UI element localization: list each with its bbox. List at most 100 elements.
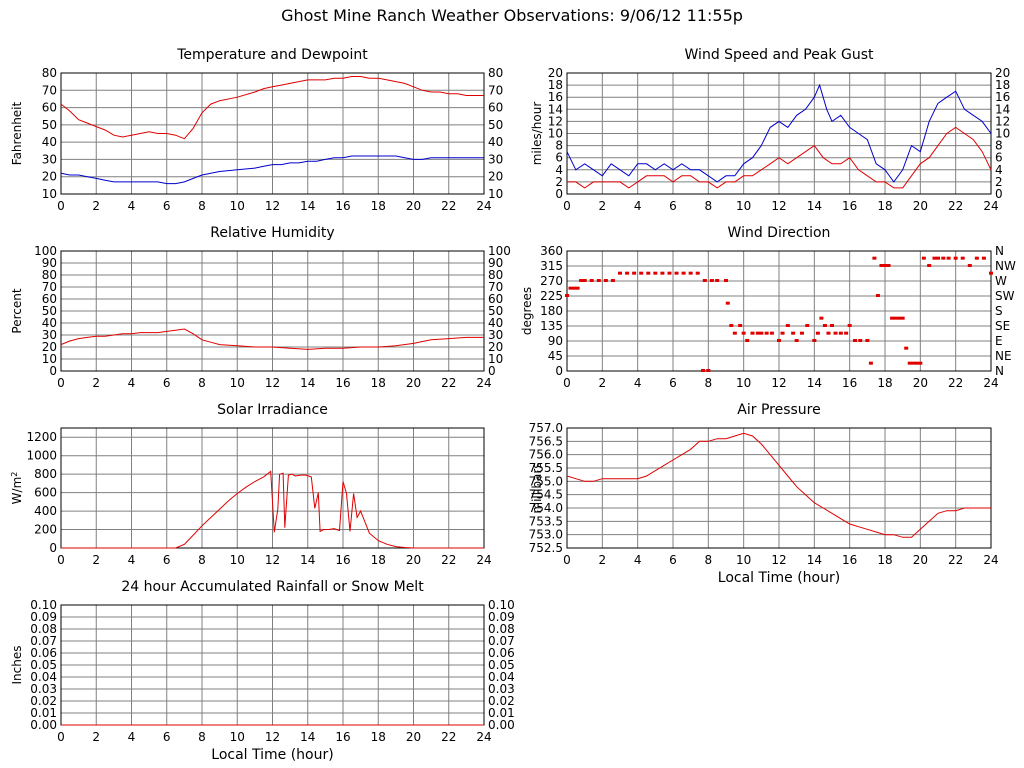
y-tick-label-right: 18 (995, 78, 1010, 92)
y-tick-label-right: SW (995, 289, 1015, 303)
direction-point (927, 264, 932, 267)
y-tick-label: 754.0 (529, 501, 563, 515)
direction-point (759, 331, 764, 335)
y-tick-label-right: 0.01 (488, 706, 515, 720)
y-tick-label-right: 50 (488, 118, 503, 132)
series-line-red (567, 126, 992, 189)
direction-point (812, 339, 817, 342)
y-tick-label: 10 (42, 187, 57, 201)
y-tick-label-right: 80 (488, 268, 503, 282)
x-tick-label: 2 (92, 376, 100, 390)
x-tick-label: 8 (198, 730, 206, 744)
x-tick-label: 8 (198, 199, 206, 213)
y-tick-label-right: 40 (488, 316, 503, 330)
series-line-blue (60, 155, 484, 185)
y-axis-label: Inches (10, 646, 24, 685)
direction-point (732, 331, 737, 335)
x-tick-label: 12 (771, 376, 786, 390)
x-tick-label: 22 (441, 553, 456, 567)
direction-point (674, 271, 679, 275)
y-tick-label: 225 (540, 289, 563, 303)
y-tick-label: 0.01 (30, 706, 57, 720)
direction-point (702, 279, 707, 282)
y-tick-label: 180 (540, 304, 563, 318)
y-tick-label-right: 0.03 (488, 682, 515, 696)
y-tick-label-right: 0.04 (488, 670, 515, 684)
series-line-blue (566, 83, 992, 183)
x-tick-label: 12 (771, 553, 786, 567)
direction-point (725, 301, 730, 305)
y-tick-label: 0.06 (30, 646, 57, 660)
y-tick-label-right: 12 (995, 114, 1010, 128)
x-tick-label: 2 (599, 553, 607, 567)
direction-point (791, 331, 796, 335)
y-tick-label-right: 0.06 (488, 646, 515, 660)
y-tick-label-right: 40 (488, 135, 503, 149)
y-axis-label: Percent (10, 288, 24, 333)
y-tick-label-right: 60 (488, 292, 503, 306)
direction-point (868, 361, 873, 365)
x-tick-label: 16 (842, 376, 857, 390)
x-tick-label: 0 (563, 199, 571, 213)
direction-point (865, 339, 870, 342)
direction-point (755, 331, 760, 335)
y-tick-label: 14 (548, 102, 563, 116)
chart-title: Relative Humidity (210, 225, 334, 241)
y-tick-label-right: 100 (488, 244, 511, 258)
x-tick-label: 2 (92, 553, 100, 567)
x-tick-label: 14 (807, 376, 822, 390)
y-axis-label: millibars (530, 462, 544, 513)
x-tick-label: 6 (669, 376, 677, 390)
y-tick-label: 80 (42, 66, 57, 80)
direction-point (960, 256, 965, 260)
y-axis-label: W/m2 (10, 472, 25, 505)
y-tick-label-right: SE (995, 319, 1010, 333)
y-tick-label-right: 20 (488, 340, 503, 354)
direction-point (904, 346, 909, 350)
y-tick-label: 756.0 (529, 448, 563, 462)
series-line-red (60, 76, 484, 140)
x-tick-label: 12 (265, 553, 280, 567)
y-tick-label: 0.02 (30, 694, 57, 708)
direction-point (911, 361, 916, 365)
y-tick-label: 4 (555, 163, 563, 177)
x-tick-label: 20 (913, 553, 928, 567)
direction-point (579, 279, 584, 282)
direction-point (799, 331, 804, 335)
y-tick-label: 0 (49, 541, 57, 555)
rainfall-chart: 24 hour Accumulated Rainfall or Snow Mel… (10, 579, 515, 763)
plot-frame (60, 250, 485, 372)
x-tick-label: 24 (983, 199, 998, 213)
y-tick-label: 2 (555, 175, 563, 189)
y-tick-label-right: 50 (488, 304, 503, 318)
y-tick-label: 753.5 (529, 514, 563, 528)
y-tick-label: 30 (42, 328, 57, 342)
page-title: Ghost Mine Ranch Weather Observations: 9… (281, 6, 743, 25)
y-tick-label: 10 (42, 352, 57, 366)
y-tick-label-right: 10 (995, 127, 1010, 141)
direction-point (844, 331, 849, 335)
x-tick-label: 20 (406, 199, 421, 213)
direction-point (921, 256, 926, 260)
x-tick-label: 12 (265, 376, 280, 390)
chart-title: Wind Direction (728, 225, 831, 241)
y-tick-label: 8 (555, 139, 563, 153)
x-tick-label: 24 (983, 553, 998, 567)
x-tick-label: 0 (57, 730, 65, 744)
y-tick-label-right: 20 (488, 170, 503, 184)
y-tick-label: 40 (42, 135, 57, 149)
direction-point (639, 271, 644, 275)
y-tick-label: 200 (34, 523, 57, 537)
x-tick-label: 10 (736, 376, 751, 390)
x-tick-label: 22 (948, 553, 963, 567)
direction-point (582, 279, 587, 282)
y-tick-label-right: 80 (488, 66, 503, 80)
x-tick-label: 10 (736, 553, 751, 567)
y-tick-label: 6 (555, 151, 563, 165)
direction-point (750, 331, 755, 335)
series-line-red (61, 470, 484, 549)
direction-point (883, 264, 887, 267)
x-tick-label: 18 (371, 376, 386, 390)
y-tick-label: 20 (548, 66, 563, 80)
